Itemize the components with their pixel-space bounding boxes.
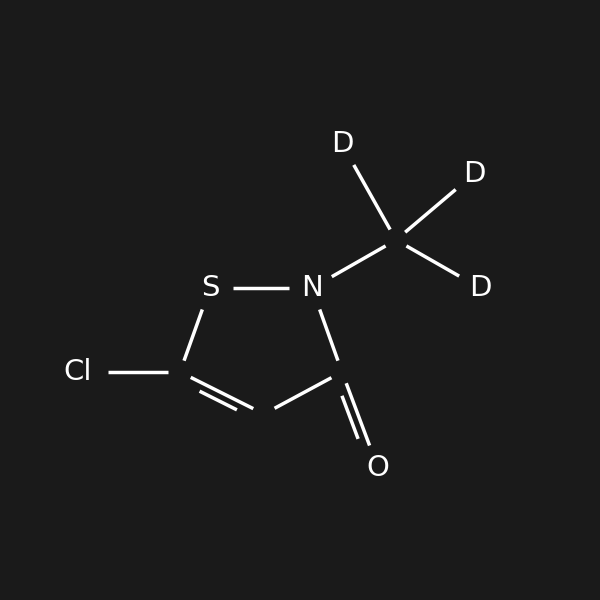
Text: D: D	[469, 274, 491, 302]
Text: D: D	[463, 160, 485, 188]
Text: D: D	[331, 130, 353, 158]
Text: Cl: Cl	[64, 358, 92, 386]
Text: N: N	[301, 274, 323, 302]
Text: O: O	[367, 454, 389, 482]
Text: S: S	[201, 274, 219, 302]
